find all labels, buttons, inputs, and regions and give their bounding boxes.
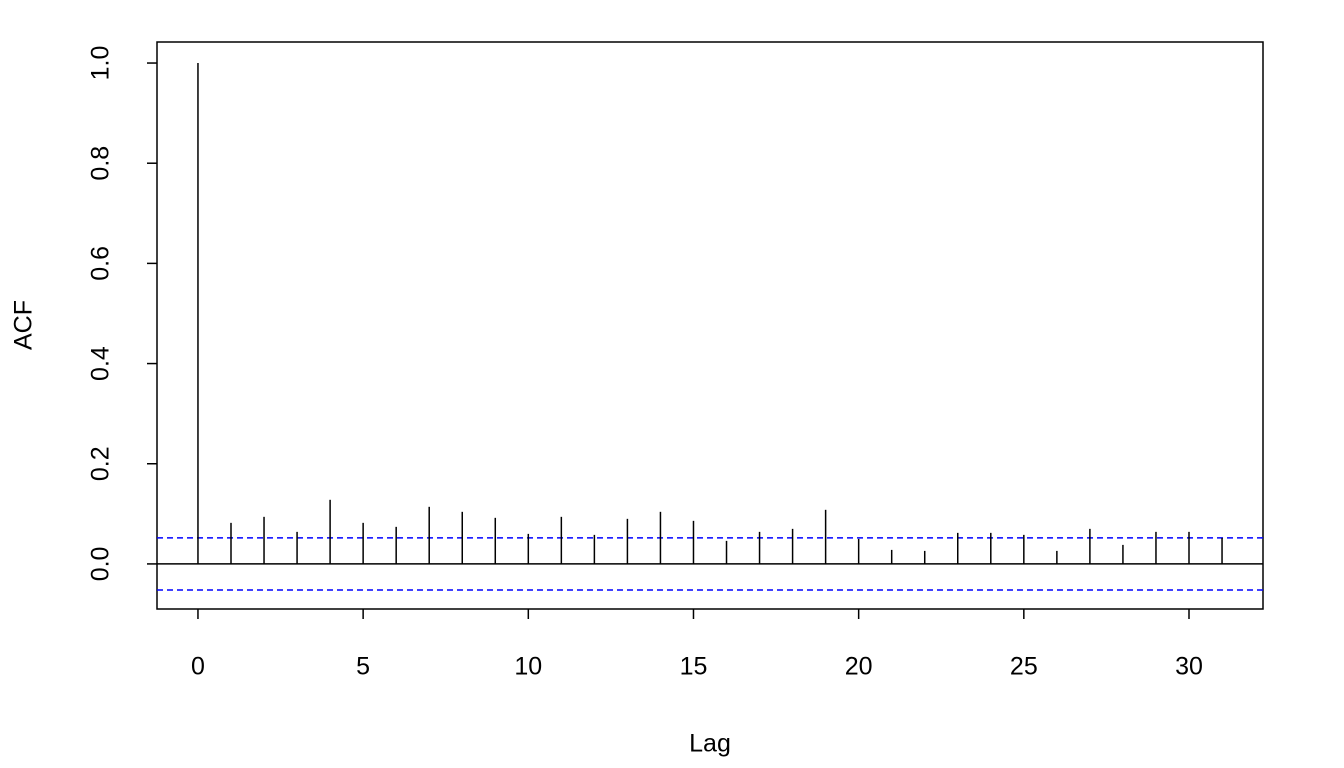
x-tick-label: 15 bbox=[680, 653, 708, 681]
x-axis-label: Lag bbox=[689, 730, 731, 758]
y-tick-label: 0.6 bbox=[87, 246, 115, 281]
y-tick-label: 0.2 bbox=[87, 446, 115, 481]
x-tick-label: 20 bbox=[845, 653, 873, 681]
x-tick-label: 25 bbox=[1010, 653, 1038, 681]
y-tick-label: 0.0 bbox=[87, 547, 115, 582]
y-axis-label: ACF bbox=[10, 300, 38, 350]
x-tick-label: 5 bbox=[356, 653, 370, 681]
y-tick-label: 0.8 bbox=[87, 146, 115, 181]
y-tick-label: 1.0 bbox=[87, 46, 115, 81]
x-tick-label: 30 bbox=[1175, 653, 1203, 681]
y-tick-label: 0.4 bbox=[87, 346, 115, 381]
x-tick-label: 10 bbox=[514, 653, 542, 681]
x-tick-label: 0 bbox=[191, 653, 205, 681]
plot-frame bbox=[156, 41, 1264, 610]
